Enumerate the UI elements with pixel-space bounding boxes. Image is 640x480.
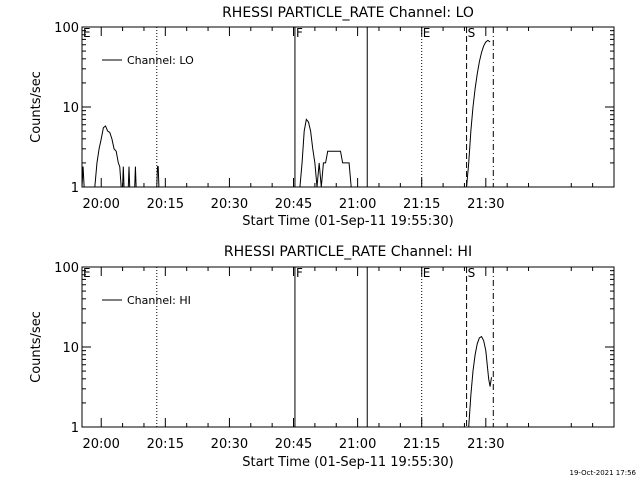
x-tick-label: 20:45: [275, 437, 312, 452]
y-tick-label: 1: [71, 421, 79, 436]
y-tick-label: 10: [62, 341, 79, 356]
y-tick-label: 100: [54, 261, 79, 276]
legend-entry: Channel: LO: [127, 54, 194, 67]
x-tick-label: 20:15: [147, 197, 184, 212]
x-tick-label: 21:15: [403, 437, 440, 452]
plot-frame: [81, 266, 615, 428]
series-line: [82, 39, 491, 187]
event-marker-label: E: [423, 26, 431, 40]
footer-timestamp: 19-Oct-2021 17:56: [569, 469, 636, 477]
x-tick-label: 20:00: [82, 197, 119, 212]
event-marker-label: F: [296, 26, 303, 40]
event-marker-label: E: [423, 266, 431, 280]
event-marker-label: S: [468, 266, 476, 280]
event-marker-label: S: [468, 26, 476, 40]
x-axis-label: Start Time (01-Sep-11 19:55:30): [242, 214, 453, 229]
x-tick-label: 21:15: [403, 197, 440, 212]
x-tick-label: 20:45: [275, 197, 312, 212]
x-tick-label: 20:15: [147, 437, 184, 452]
event-marker-label: E: [83, 26, 91, 40]
x-tick-label: 20:30: [211, 197, 248, 212]
event-marker-label: F: [296, 266, 303, 280]
series-line: [468, 335, 492, 427]
x-tick-label: 21:00: [339, 197, 376, 212]
y-axis-label: Counts/sec: [29, 71, 44, 143]
y-tick-label: 10: [62, 101, 79, 116]
chart-title: RHESSI PARTICLE_RATE Channel: HI: [224, 244, 472, 260]
x-tick-label: 21:30: [467, 197, 504, 212]
event-marker-label: E: [83, 266, 91, 280]
y-axis-label: Counts/sec: [29, 311, 44, 383]
x-tick-label: 21:00: [339, 437, 376, 452]
x-axis-label: Start Time (01-Sep-11 19:55:30): [242, 455, 453, 470]
y-tick-label: 100: [54, 21, 79, 36]
chart-title: RHESSI PARTICLE_RATE Channel: LO: [222, 5, 474, 21]
x-tick-label: 20:30: [211, 437, 248, 452]
x-tick-label: 20:00: [82, 437, 119, 452]
y-tick-label: 1: [71, 181, 79, 196]
legend-entry: Channel: HI: [127, 294, 191, 307]
x-tick-label: 21:30: [467, 437, 504, 452]
